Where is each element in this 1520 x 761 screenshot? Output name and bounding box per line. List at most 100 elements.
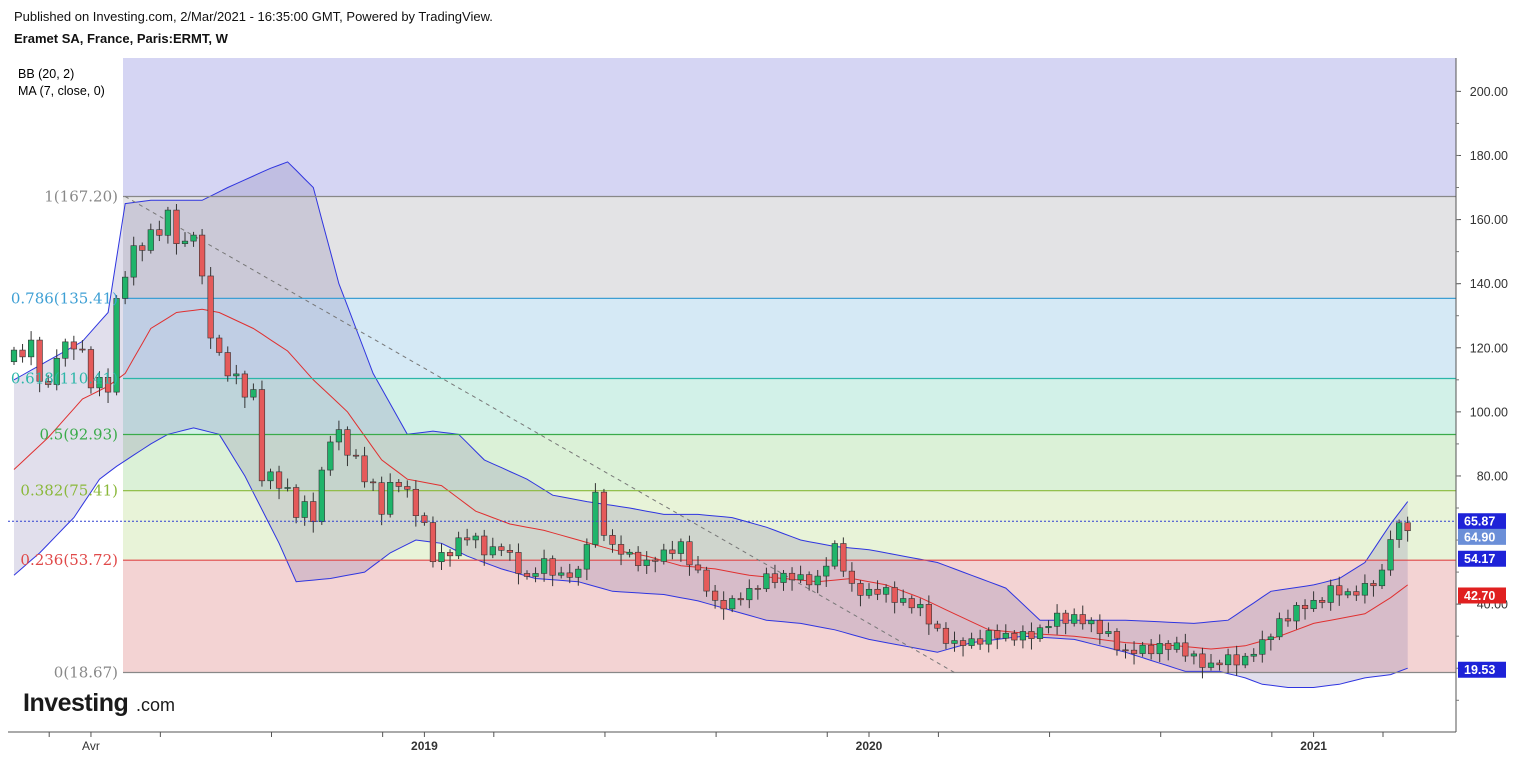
candle-body [609, 535, 616, 545]
candle-body [977, 638, 984, 645]
candle-body [1361, 583, 1368, 596]
candle [369, 478, 377, 492]
candle-body [70, 341, 77, 350]
candle-body [780, 572, 787, 583]
candle-body [130, 245, 137, 278]
candle [1336, 576, 1343, 606]
candle-body [994, 630, 1001, 639]
candle [164, 206, 172, 244]
candle-body [53, 357, 60, 385]
candle [694, 555, 702, 574]
price-tag-bg [1458, 513, 1506, 530]
fib-label-5: 0.236(53.72) [20, 551, 118, 569]
candle [1062, 609, 1069, 635]
price-tag-bg [1458, 550, 1506, 567]
candle-body [746, 588, 753, 601]
candle-body [840, 543, 847, 572]
candle-body [139, 245, 146, 251]
candle [1148, 639, 1155, 660]
candle [79, 340, 86, 353]
candle-body [27, 339, 35, 358]
candle-body [566, 572, 573, 578]
candle-body [540, 558, 548, 574]
candle [1130, 641, 1138, 665]
candle [788, 567, 796, 591]
candle-body [1139, 644, 1146, 654]
candle [1199, 647, 1206, 679]
candle [258, 380, 266, 487]
candle-body [729, 598, 736, 610]
indicator-bb: BB (20, 2) [18, 67, 74, 81]
candle [746, 579, 753, 609]
candle [823, 557, 830, 587]
candle-body [327, 441, 334, 471]
published-note: Published on Investing.com, 2/Mar/2021 -… [14, 9, 493, 24]
candle [455, 531, 462, 560]
candle [711, 584, 719, 609]
price-tag: 42.70 [1458, 587, 1506, 604]
candle-body [301, 501, 308, 518]
candle-body [199, 234, 206, 277]
y-tick-label: 160.00 [1470, 213, 1508, 227]
price-tag-label: 54.17 [1464, 552, 1495, 566]
candle-body [1327, 585, 1334, 603]
x-tick-label: 2021 [1300, 739, 1327, 753]
candle [925, 595, 932, 635]
candle-body [669, 549, 676, 554]
candle-body [1071, 614, 1078, 624]
candle [404, 480, 411, 498]
candle-body [173, 209, 180, 244]
candle [113, 295, 120, 396]
candle-body [1062, 612, 1069, 624]
candle [446, 549, 454, 567]
candle [891, 581, 898, 614]
candle [566, 563, 573, 584]
candle-body [267, 471, 274, 482]
candle-body [113, 298, 120, 393]
candle-body [583, 544, 590, 570]
candle-body [1190, 653, 1197, 657]
candle [737, 592, 744, 606]
candle-body [900, 598, 907, 603]
candle-body [797, 574, 804, 581]
candle-body [45, 380, 52, 385]
candle-body [763, 573, 770, 590]
candle [780, 570, 787, 591]
candle-body [848, 570, 855, 584]
candle-body [925, 604, 932, 625]
candle-body [600, 491, 608, 536]
candle-body [87, 349, 95, 389]
fib-zone-0 [123, 58, 1456, 197]
candle [489, 537, 496, 559]
candle [130, 236, 137, 286]
candle-body [942, 627, 950, 644]
candle-body [788, 572, 796, 581]
candle-body [293, 487, 300, 518]
candle-body [523, 573, 531, 577]
candle-body [558, 572, 565, 576]
candle [840, 537, 847, 577]
candle [1284, 609, 1292, 627]
chart-header: Published on Investing.com, 2/Mar/2021 -… [14, 8, 493, 48]
candle-body [241, 373, 248, 398]
candle-body [335, 429, 343, 443]
candle-body [455, 537, 462, 557]
candle-body [1276, 618, 1283, 638]
candle [284, 478, 291, 492]
candle-body [412, 488, 419, 516]
candle-body [1036, 627, 1044, 639]
candle-body [626, 551, 633, 555]
candle [1327, 579, 1334, 611]
svg-text:.com: .com [136, 695, 175, 715]
investing-logo: Investing .com [23, 689, 175, 717]
candle [62, 338, 69, 367]
candle-body [1113, 631, 1121, 651]
candle-body [378, 482, 385, 515]
fib-zone-3 [123, 378, 1456, 435]
candle [190, 231, 197, 247]
candle [1404, 516, 1411, 542]
candle [70, 335, 77, 360]
candle [1207, 654, 1215, 671]
candle-body [1199, 653, 1206, 668]
